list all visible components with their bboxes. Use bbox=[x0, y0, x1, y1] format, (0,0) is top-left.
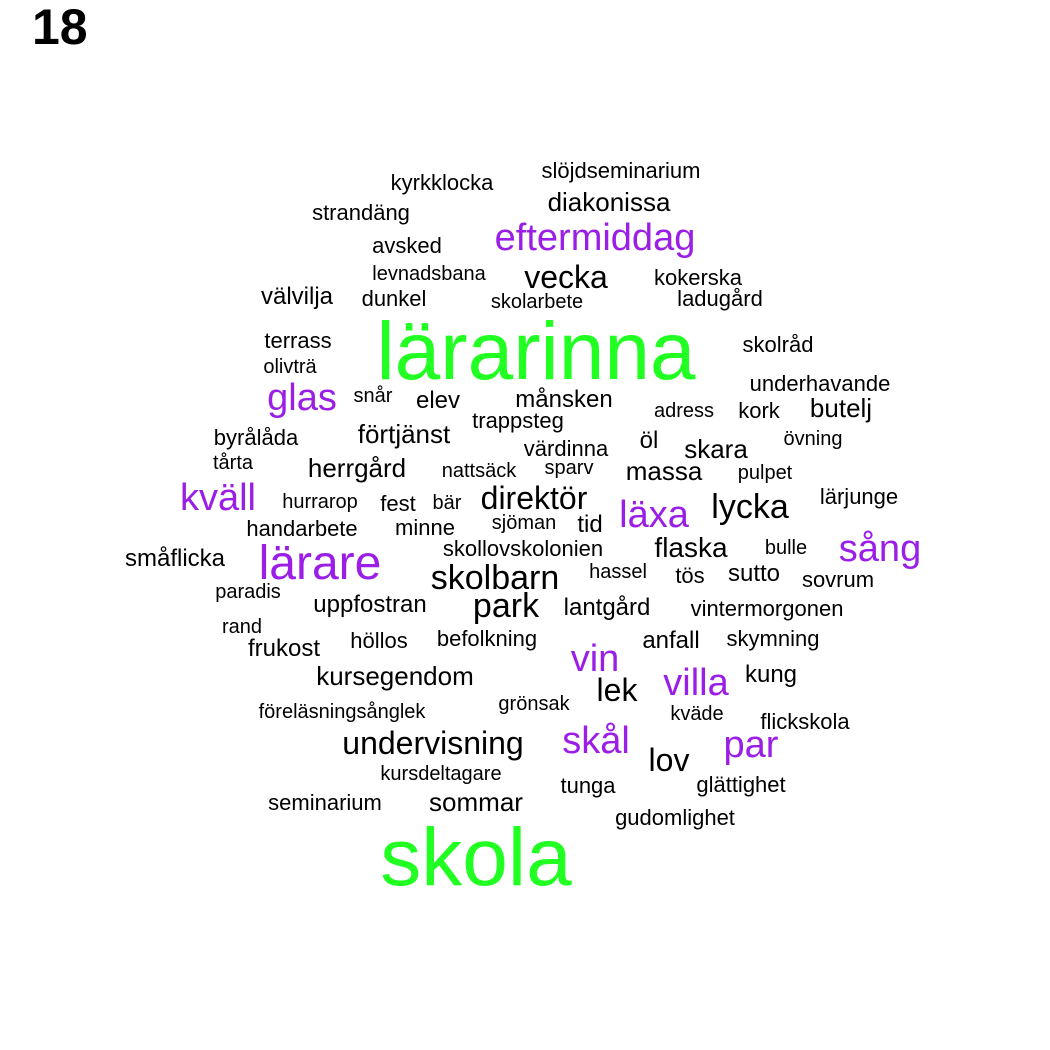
cloud-word: seminarium bbox=[268, 790, 382, 815]
cloud-word: öl bbox=[639, 427, 659, 454]
page-number: 18 bbox=[32, 0, 88, 55]
cloud-word: elev bbox=[415, 387, 461, 414]
cloud-word: skolbarn bbox=[430, 559, 560, 597]
cloud-word: eftermiddag bbox=[494, 217, 696, 259]
cloud-word: trappsteg bbox=[472, 408, 564, 433]
cloud-word: sparv bbox=[544, 457, 594, 479]
cloud-word: minne bbox=[395, 515, 455, 540]
cloud-word: skål bbox=[562, 720, 630, 762]
cloud-word: massa bbox=[625, 456, 703, 486]
cloud-word: kokerska bbox=[653, 265, 743, 290]
cloud-word: terrass bbox=[264, 328, 332, 353]
cloud-word: rand bbox=[221, 616, 263, 638]
cloud-word: nattsäck bbox=[441, 460, 517, 482]
cloud-word: kork bbox=[738, 398, 780, 423]
cloud-word: sång bbox=[838, 528, 922, 570]
cloud-word: kväll bbox=[179, 477, 257, 519]
cloud-word: underhavande bbox=[749, 371, 891, 396]
cloud-word: byrålåda bbox=[213, 425, 299, 450]
cloud-word: avsked bbox=[372, 233, 442, 258]
cloud-word: levnadsbana bbox=[372, 263, 486, 285]
cloud-word: park bbox=[472, 587, 540, 625]
cloud-word: par bbox=[723, 724, 779, 766]
cloud-word: kung bbox=[744, 661, 798, 688]
cloud-word: kväde bbox=[670, 703, 724, 725]
cloud-word: småflicka bbox=[124, 545, 226, 572]
cloud-word: kursdeltagare bbox=[380, 763, 502, 785]
cloud-word: tårta bbox=[212, 452, 254, 474]
cloud-word: hassel bbox=[589, 561, 647, 583]
cloud-word: herrgård bbox=[307, 453, 407, 483]
cloud-word: ladugård bbox=[677, 286, 763, 311]
cloud-word: glättighet bbox=[696, 772, 786, 797]
cloud-word: tös bbox=[675, 563, 705, 588]
cloud-word: vintermorgonen bbox=[690, 596, 844, 621]
cloud-word: höllos bbox=[350, 628, 408, 653]
cloud-word: förtjänst bbox=[357, 419, 451, 449]
cloud-word: sommar bbox=[429, 787, 523, 817]
cloud-word: föreläsningsånglek bbox=[258, 701, 426, 723]
cloud-word: fest bbox=[380, 491, 416, 516]
cloud-word: strandäng bbox=[312, 200, 410, 225]
cloud-word: paradis bbox=[215, 581, 281, 603]
cloud-word: skollovskolonien bbox=[442, 536, 604, 561]
cloud-word: tunga bbox=[560, 773, 616, 798]
cloud-word: lärjunge bbox=[819, 484, 899, 509]
cloud-word: lycka bbox=[711, 488, 789, 526]
cloud-word: övning bbox=[783, 428, 843, 450]
cloud-word: kyrkklocka bbox=[390, 170, 494, 195]
cloud-word: värdinna bbox=[523, 436, 609, 461]
cloud-word: sjöman bbox=[491, 512, 557, 534]
cloud-word: lärarinna bbox=[376, 306, 696, 397]
cloud-word: undervisning bbox=[342, 725, 524, 761]
cloud-word: skolarbete bbox=[490, 291, 584, 313]
cloud-word: flaska bbox=[654, 532, 728, 563]
cloud-word: dunkel bbox=[361, 286, 427, 311]
cloud-word: villa bbox=[663, 662, 729, 704]
cloud-word: sutto bbox=[727, 560, 781, 587]
cloud-word: snår bbox=[353, 385, 393, 407]
cloud-word: adress bbox=[653, 400, 715, 422]
cloud-word: kursegendom bbox=[316, 661, 474, 691]
cloud-word: lärare bbox=[258, 537, 382, 590]
cloud-word: läxa bbox=[619, 494, 689, 536]
cloud-word: skymning bbox=[726, 626, 820, 651]
cloud-word: skola bbox=[380, 812, 572, 903]
cloud-word: skolråd bbox=[742, 332, 814, 357]
cloud-word: flickskola bbox=[760, 709, 850, 734]
cloud-word: gudomlighet bbox=[615, 805, 735, 830]
cloud-word: glas bbox=[267, 377, 337, 419]
cloud-word: handarbete bbox=[246, 516, 358, 541]
cloud-word: frukost bbox=[247, 635, 321, 662]
cloud-word: månsken bbox=[515, 386, 613, 413]
cloud-word: grönsak bbox=[498, 693, 570, 715]
cloud-word: vin bbox=[570, 638, 620, 680]
cloud-word: direktör bbox=[480, 480, 588, 516]
cloud-word: skara bbox=[684, 434, 748, 464]
cloud-word: bulle bbox=[764, 537, 808, 559]
cloud-word: tid bbox=[577, 511, 603, 538]
cloud-word: vecka bbox=[524, 259, 608, 295]
cloud-word: pulpet bbox=[737, 462, 793, 484]
cloud-word: befolkning bbox=[436, 626, 538, 651]
cloud-word: välvilja bbox=[260, 283, 334, 310]
cloud-word: hurrarop bbox=[282, 491, 358, 513]
cloud-word: slöjdseminarium bbox=[541, 158, 701, 183]
cloud-word: lantgård bbox=[563, 594, 651, 621]
cloud-word: olivträ bbox=[263, 356, 317, 378]
cloud-word: diakonissa bbox=[547, 187, 671, 217]
cloud-word: bär bbox=[432, 492, 462, 514]
cloud-word: uppfostran bbox=[313, 591, 427, 618]
cloud-word: anfall bbox=[642, 627, 700, 654]
cloud-word: sovrum bbox=[801, 567, 875, 592]
cloud-word: lek bbox=[596, 672, 638, 708]
cloud-word: lov bbox=[648, 742, 690, 778]
cloud-word: butelj bbox=[809, 393, 873, 423]
